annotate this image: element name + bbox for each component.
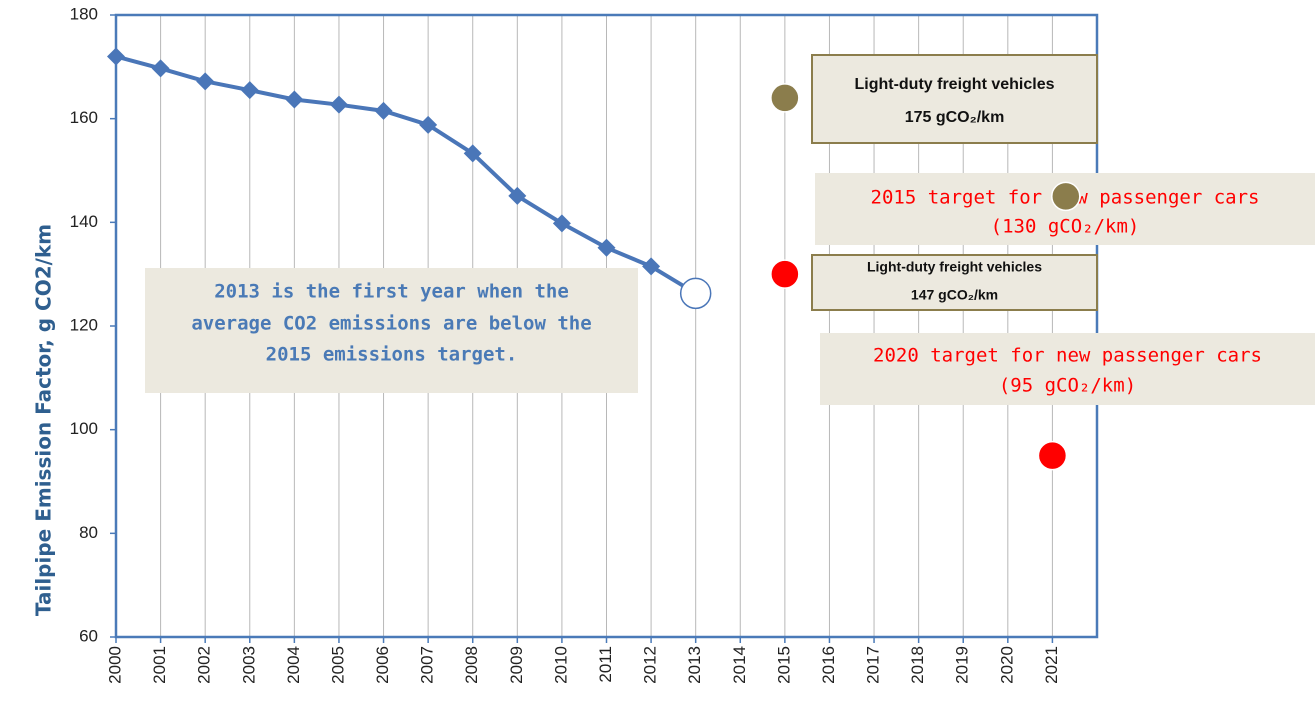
x-tick-label: 2014 [730,646,749,684]
point [1051,181,1081,212]
y-axis-label: Tailpipe Emission Factor, g CO2/km [32,224,56,616]
diamond-marker [597,238,616,257]
annotation-box [811,54,1098,144]
diamond-marker [151,59,170,78]
point [770,259,800,289]
annotation-box [811,254,1098,311]
x-tick-label: 2005 [328,646,347,684]
y-tick-label: 100 [70,419,98,438]
diamond-marker [374,101,393,120]
diamond-marker [107,47,125,66]
diamond-marker [196,72,215,91]
y-tick-label: 160 [70,108,98,127]
diamond-marker [642,257,661,276]
y-tick-label: 60 [79,626,98,645]
point [1037,440,1068,471]
diamond-marker [240,81,259,100]
annotation-box [145,268,638,393]
x-tick-label: 2004 [284,646,303,684]
annotation-text: 2015 emissions target. [266,344,518,366]
x-tick-label: 2012 [641,646,660,684]
x-tick-label: 2011 [596,646,615,683]
point [770,83,800,113]
plot-border [114,13,1099,639]
x-tick-label: 2019 [953,646,972,684]
x-tick-label: 2017 [864,646,883,684]
annotation-text: Light-duty freight vehicles [867,259,1042,275]
annotation-text: 2013 is the first year when the [214,281,569,303]
x-tick-label: 2020 [997,646,1016,684]
x-tick-label: 2002 [195,646,214,684]
open-marker [679,277,712,310]
diamond-marker [463,144,482,163]
x-tick-label: 2008 [462,646,481,684]
annotation-text: average CO2 emissions are below the [191,313,591,335]
y-tick-label: 180 [70,4,98,23]
x-tick-label: 2009 [507,646,526,684]
annotation-text: 175 gCO₂/km [905,109,1005,126]
diamond-marker [419,115,438,134]
x-tick-label: 2000 [105,646,124,684]
x-tick-label: 2006 [373,646,392,684]
annotation-text: (95 gCO₂/km) [999,375,1136,397]
x-tick-label: 2001 [150,646,169,684]
diamond-marker [552,214,571,233]
diamond-marker [329,95,348,114]
diamond-marker [508,186,527,205]
x-tick-label: 2021 [1042,646,1061,684]
annotation-text: 2020 target for new passenger cars [873,345,1262,367]
annotation-text: (130 gCO₂/km) [991,216,1140,238]
x-tick-label: 2007 [418,646,437,684]
x-tick-label: 2010 [551,646,570,684]
x-tick-label: 2003 [239,646,258,684]
x-tick-label: 2016 [819,646,838,684]
annotation-box [820,333,1315,405]
x-tick-label: 2018 [908,646,927,684]
y-tick-label: 120 [70,315,98,334]
y-tick-label: 80 [79,523,98,542]
annotation-text: 147 gCO₂/km [911,287,998,303]
annotation-text: Light-duty freight vehicles [854,76,1054,93]
line [115,54,697,296]
diamond-marker [285,90,304,109]
y-tick-label: 140 [70,212,98,231]
x-tick-label: 2013 [685,646,704,684]
x-tick-label: 2015 [774,646,793,684]
